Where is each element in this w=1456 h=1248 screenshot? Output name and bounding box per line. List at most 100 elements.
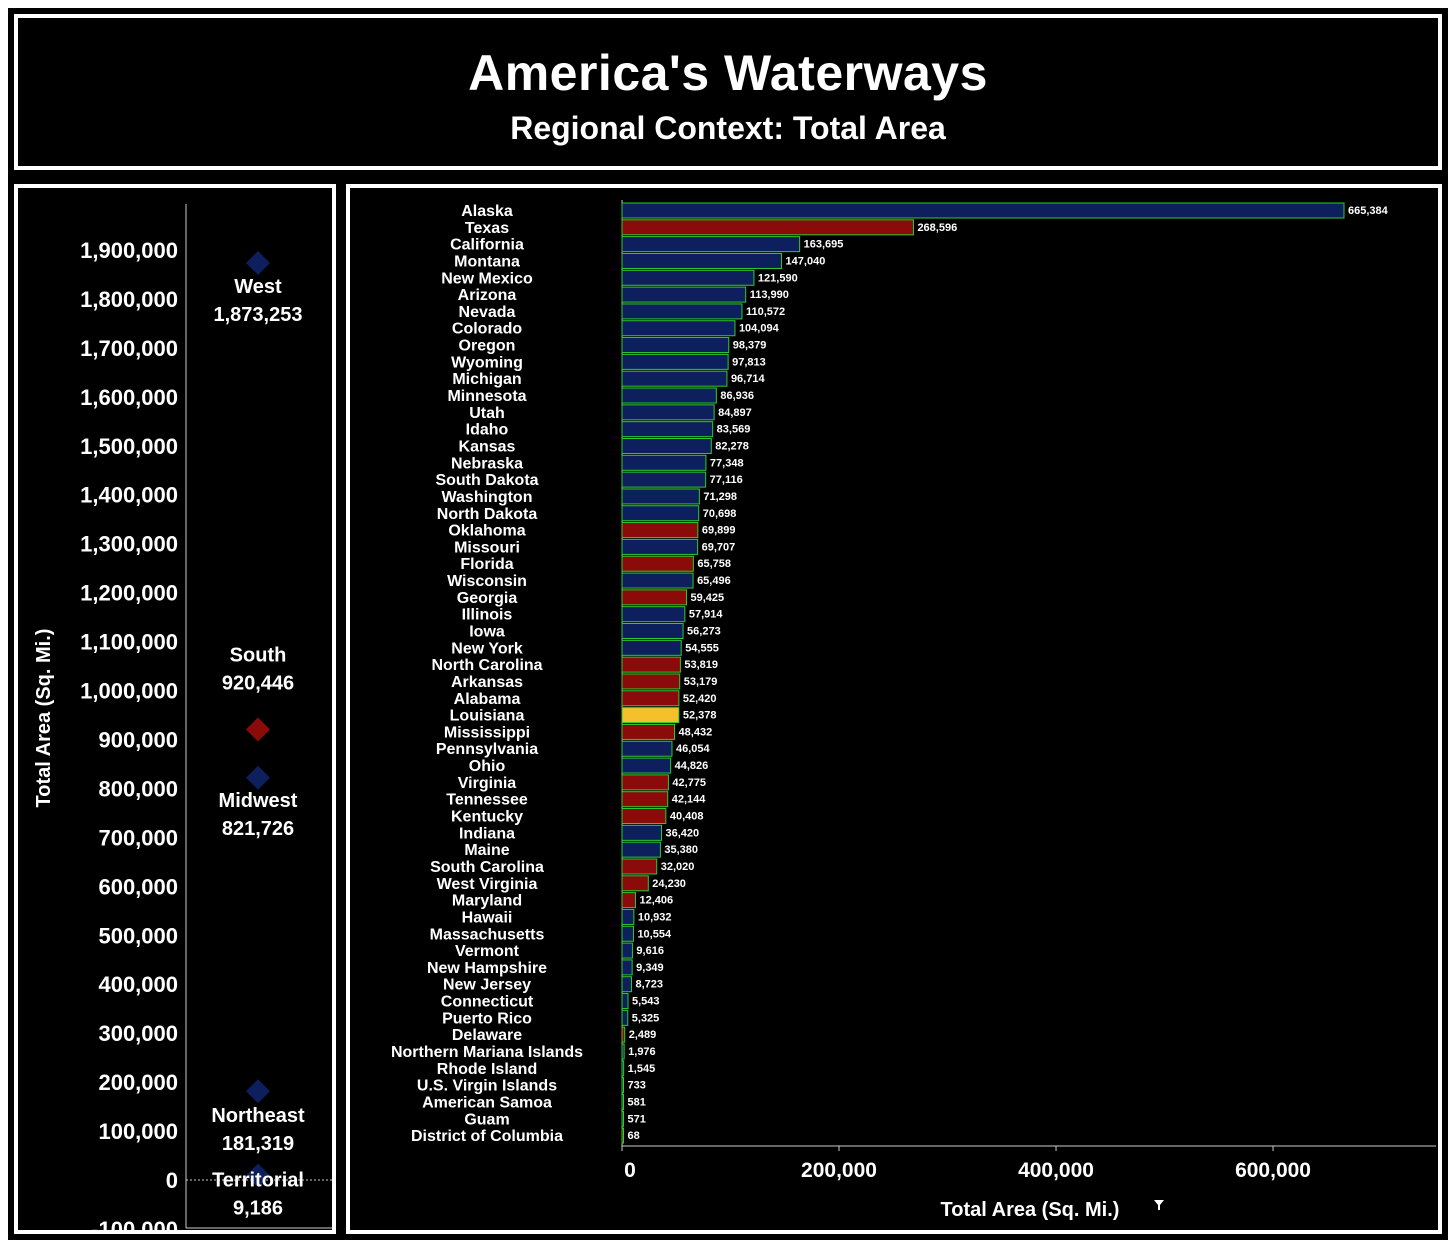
bar-value-label: 104,094	[739, 323, 780, 335]
state-label: Oklahoma	[448, 523, 525, 540]
state-label: Utah	[469, 405, 505, 422]
state-label: Rhode Island	[437, 1061, 537, 1078]
bar-value-label: 71,298	[703, 491, 737, 503]
bar-new-mexico	[621, 269, 755, 286]
state-label: New Jersey	[443, 977, 531, 994]
bar-south-carolina	[621, 858, 658, 875]
x-axis-title: Total Area (Sq. Mi.)	[941, 1199, 1120, 1221]
y-tick-label: 1,600,000	[80, 385, 178, 410]
y-tick-label: 1,800,000	[80, 287, 178, 312]
state-label: Nebraska	[451, 455, 523, 472]
bar-value-label: 77,348	[710, 457, 744, 469]
y-tick-label: 1,400,000	[80, 483, 178, 508]
bar-oregon	[621, 337, 730, 354]
bar-montana	[621, 252, 783, 269]
state-label: U.S. Virgin Islands	[417, 1078, 557, 1095]
bar-value-label: 46,054	[676, 743, 711, 755]
bar-value-label: 65,496	[697, 575, 731, 587]
bar-value-label: 24,230	[652, 878, 686, 890]
bar-ohio	[621, 757, 672, 774]
state-label: California	[450, 237, 524, 254]
state-label: Washington	[442, 489, 533, 506]
bar-value-label: 59,425	[690, 592, 724, 604]
bar-american-samoa	[621, 1093, 624, 1110]
bar-value-label: 97,813	[732, 356, 766, 368]
bar-illinois	[621, 606, 686, 623]
bar-value-label: 1,545	[628, 1063, 656, 1075]
y-tick-label: 500,000	[98, 923, 178, 948]
region-name-label: Territorial	[212, 1170, 304, 1192]
state-bar-chart: 0 200,000 400,000 600,000 Total Area (Sq. Mi…	[391, 200, 1436, 1221]
state-label: Vermont	[455, 943, 520, 960]
bar-wisconsin	[621, 572, 694, 589]
bar-texas	[621, 219, 914, 236]
bar-tennessee	[621, 791, 669, 808]
bar-value-label: 1,976	[628, 1046, 656, 1058]
bar-value-label: 32,020	[661, 861, 695, 873]
bar-value-label: 2,489	[629, 1029, 657, 1041]
state-label: District of Columbia	[411, 1128, 563, 1145]
bar-value-label: 54,555	[685, 642, 719, 654]
y-tick-label: -100,000	[91, 1217, 178, 1230]
bar-value-label: 665,384	[1348, 205, 1389, 217]
state-label: Pennsylvania	[436, 741, 538, 758]
x-tick-label: 400,000	[1018, 1159, 1094, 1182]
state-bar-panel: 0 200,000 400,000 600,000 Total Area (Sq. Mi…	[346, 184, 1442, 1234]
y-tick-label: 1,700,000	[80, 336, 178, 361]
bar-nebraska	[621, 454, 707, 471]
bar-iowa	[621, 623, 684, 639]
bar-value-label: 42,775	[672, 777, 706, 789]
state-label: Guam	[464, 1111, 509, 1128]
bar-washington	[621, 488, 700, 505]
region-marker-territorial	[246, 1163, 270, 1188]
bar-value-label: 65,758	[697, 558, 731, 570]
bar-value-label: 82,278	[715, 440, 749, 452]
state-label: Virginia	[458, 775, 516, 792]
bar-georgia	[621, 589, 687, 606]
bar-rhode-island	[621, 1060, 625, 1077]
bar-value-label: 10,554	[637, 928, 672, 940]
bar-pennsylvania	[621, 740, 673, 757]
region-marker-northeast	[246, 1079, 270, 1104]
bar-mississippi	[621, 723, 676, 740]
y-tick-label: 900,000	[98, 727, 178, 752]
bar-value-label: 83,569	[717, 424, 751, 436]
bar-west-virginia	[621, 875, 649, 892]
y-tick-label: 0	[166, 1168, 178, 1193]
state-label: Idaho	[466, 422, 509, 439]
state-label: Maine	[464, 842, 509, 859]
state-label: Kansas	[459, 438, 516, 455]
state-label: Wyoming	[451, 354, 523, 371]
bar-value-label: 69,899	[702, 525, 736, 537]
bar-value-label: 113,990	[750, 289, 789, 301]
bar-vermont	[621, 942, 633, 959]
region-marker-midwest	[246, 765, 270, 790]
state-label: Minnesota	[447, 388, 526, 405]
bar-virginia	[621, 774, 669, 791]
region-value-label: 1,873,253	[214, 304, 303, 326]
header-panel: America's Waterways Regional Context: To…	[14, 14, 1442, 170]
region-name-label: Midwest	[219, 790, 298, 812]
bar-u-s-virgin-islands	[621, 1077, 624, 1094]
bar-value-label: 70,698	[703, 508, 737, 520]
bar-value-label: 5,325	[632, 1012, 660, 1024]
region-value-label: 181,319	[222, 1133, 294, 1155]
bar-connecticut	[621, 993, 629, 1010]
state-label: Colorado	[452, 321, 522, 338]
y-tick-label: 1,300,000	[80, 532, 178, 557]
regional-scatter-chart: -100,000 0 100,000 200,000 300,000 400,000 500…	[33, 204, 332, 1242]
bar-value-label: 40,408	[670, 811, 704, 823]
bar-value-label: 5,543	[632, 996, 660, 1008]
bar-value-label: 8,723	[635, 979, 663, 991]
bar-maryland	[621, 892, 636, 909]
y-tick-label: 1,200,000	[80, 581, 178, 606]
state-label: North Carolina	[431, 657, 542, 674]
y-tick-label: 600,000	[98, 874, 178, 899]
bar-value-label: 57,914	[689, 609, 724, 621]
state-label: New Mexico	[441, 270, 533, 287]
bar-minnesota	[621, 387, 717, 404]
bar-alaska	[621, 202, 1345, 219]
state-label: Georgia	[457, 590, 518, 607]
bar-nevada	[621, 303, 743, 320]
bar-alabama	[621, 690, 680, 707]
